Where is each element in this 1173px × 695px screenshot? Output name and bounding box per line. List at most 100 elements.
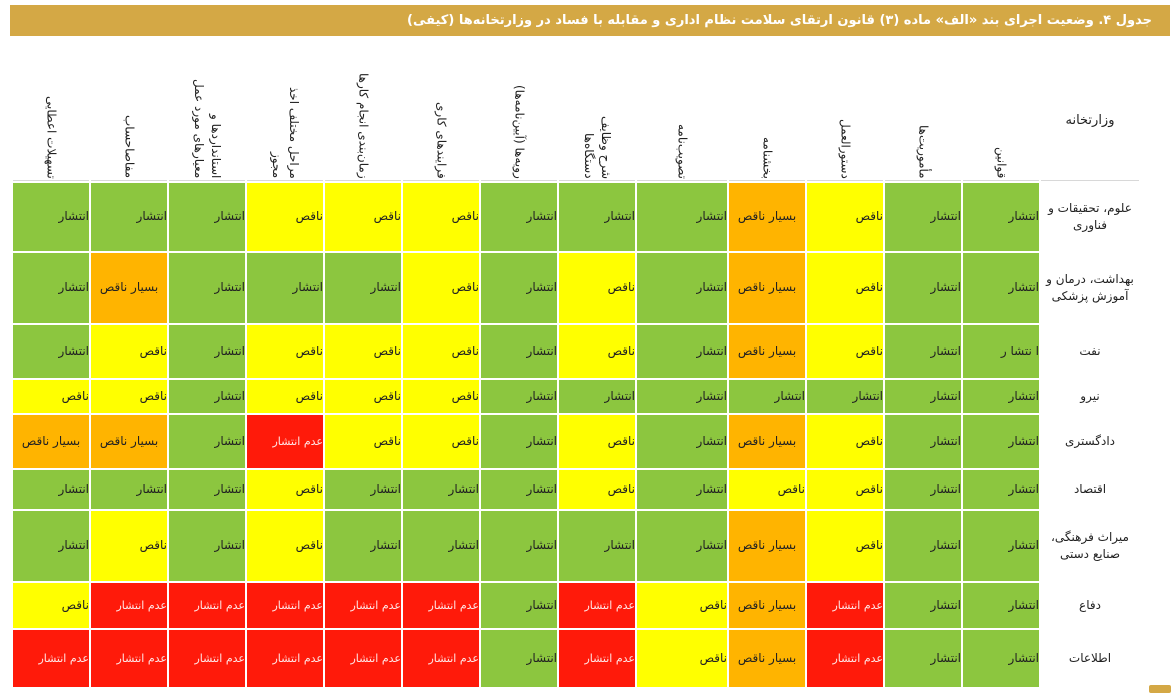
- status-cell: بسیار ناقص: [729, 511, 805, 581]
- status-label: انتشار: [526, 433, 557, 448]
- column-header-label: بخشنامه: [760, 136, 775, 179]
- status-label: انتشار: [214, 343, 245, 358]
- status-label: انتشار: [526, 650, 557, 665]
- column-header-label: شرح وظایف دستگاه‌ها: [582, 115, 613, 179]
- status-label: انتشار: [292, 280, 323, 295]
- status-label: انتشار: [696, 209, 727, 224]
- status-label: انتشار: [526, 538, 557, 553]
- status-label: ناقص: [855, 481, 883, 496]
- column-header: استانداردها و معیارهای مورد عمل: [169, 61, 245, 181]
- status-label: ناقص: [373, 343, 401, 358]
- status-cell: ناقص: [637, 583, 727, 628]
- header-row: وزارتخانه قوانین مأموریت‌ها دستورالعمل بخشن…: [13, 61, 1139, 181]
- page-corner-mark: [1149, 685, 1171, 693]
- status-cell: عدم انتشار: [247, 415, 323, 468]
- column-header: رویه‌ها (آیین‌نامه‌ها): [481, 61, 557, 181]
- status-cell: انتشار: [559, 511, 635, 581]
- status-cell: انتشار: [807, 380, 883, 413]
- status-cell: انتشار: [885, 511, 961, 581]
- ministry-name: اقتصاد: [1041, 470, 1139, 509]
- status-label: عدم انتشار: [272, 651, 323, 665]
- status-label: ناقص: [451, 280, 479, 295]
- status-cell: عدم انتشار: [169, 630, 245, 687]
- status-label: انتشار: [526, 597, 557, 612]
- status-cell: انتشار: [481, 630, 557, 687]
- status-label: انتشار: [1008, 433, 1039, 448]
- status-table: وزارتخانه قوانین مأموریت‌ها دستورالعمل بخشن…: [11, 59, 1141, 689]
- ministry-name: اطلاعات: [1041, 630, 1139, 687]
- status-label: ناقص: [607, 343, 635, 358]
- status-cell: ناقص: [325, 380, 401, 413]
- status-cell: عدم انتشار: [559, 583, 635, 628]
- status-label: عدم انتشار: [38, 651, 89, 665]
- status-label: انتشار: [526, 280, 557, 295]
- status-cell: عدم انتشار: [325, 583, 401, 628]
- status-cell: انتشار: [885, 183, 961, 251]
- status-label: عدم انتشار: [832, 598, 883, 612]
- table-row: اطلاعات انتشار انتشار عدم انتشار بسیار ناقص ن…: [13, 630, 1139, 687]
- status-label: انتشار: [604, 538, 635, 553]
- status-cell: ناقص: [403, 325, 479, 378]
- status-cell: انتشار: [13, 183, 89, 251]
- ministry-name: نفت: [1041, 325, 1139, 378]
- status-cell: ناقص: [403, 253, 479, 323]
- status-cell: ناقص: [91, 325, 167, 378]
- status-cell: ناقص: [325, 415, 401, 468]
- status-label: انتشار: [526, 209, 557, 224]
- status-cell: انتشار: [481, 325, 557, 378]
- status-cell: انتشار: [637, 511, 727, 581]
- status-cell: بسیار ناقص: [91, 415, 167, 468]
- status-label: انتشار: [852, 388, 883, 403]
- table-row: میراث فرهنگی، صنایع دستی انتشار انتشار ناقص…: [13, 511, 1139, 581]
- status-label: انتشار: [1008, 538, 1039, 553]
- status-cell: انتشار: [169, 253, 245, 323]
- status-cell: بسیار ناقص: [729, 630, 805, 687]
- status-label: انتشار: [448, 538, 479, 553]
- status-cell: ناقص: [807, 415, 883, 468]
- status-cell: ناقص: [807, 183, 883, 251]
- status-label: ناقص: [607, 481, 635, 496]
- status-label: بسیار ناقص: [737, 433, 797, 448]
- status-cell: عدم انتشار: [559, 630, 635, 687]
- status-label: عدم انتشار: [350, 651, 401, 665]
- status-label: عدم انتشار: [272, 598, 323, 612]
- table-title: جدول ۴. وضعیت اجرای بند «الف» ماده (۳) ق…: [407, 13, 1152, 28]
- status-cell: عدم انتشار: [807, 630, 883, 687]
- status-cell: انتشار: [481, 253, 557, 323]
- status-label: عدم انتشار: [194, 651, 245, 665]
- status-label: انتشار: [696, 388, 727, 403]
- status-cell: انتشار: [325, 253, 401, 323]
- table-row: نفت ا نتشا ر انتشار ناقص بسیار ناقص انتشار ناق…: [13, 325, 1139, 378]
- column-header: شرح وظایف دستگاه‌ها: [559, 61, 635, 181]
- status-cell: ناقص: [247, 183, 323, 251]
- status-label: ناقص: [139, 343, 167, 358]
- table-row: نیرو انتشار انتشار انتشار انتشار انتشار انتشار…: [13, 380, 1139, 413]
- status-label: ناقص: [855, 433, 883, 448]
- status-label: انتشار: [1008, 650, 1039, 665]
- status-cell: انتشار: [885, 415, 961, 468]
- status-label: انتشار: [58, 209, 89, 224]
- status-label: انتشار: [930, 650, 961, 665]
- status-cell: بسیار ناقص: [13, 415, 89, 468]
- status-cell: انتشار: [885, 470, 961, 509]
- status-label: ناقص: [295, 538, 323, 553]
- column-header-label: تصویب‌نامه: [675, 123, 690, 179]
- status-cell: انتشار: [559, 183, 635, 251]
- status-cell: انتشار: [169, 183, 245, 251]
- status-label: ناقص: [451, 209, 479, 224]
- status-cell: انتشار: [481, 583, 557, 628]
- status-label: ناقص: [855, 343, 883, 358]
- status-label: عدم انتشار: [194, 598, 245, 612]
- status-label: ناقص: [139, 388, 167, 403]
- status-cell: عدم انتشار: [91, 583, 167, 628]
- status-label: انتشار: [1008, 597, 1039, 612]
- status-cell: انتشار: [403, 470, 479, 509]
- status-label: ناقص: [855, 280, 883, 295]
- status-label: عدم انتشار: [116, 651, 167, 665]
- status-label: ناقص: [699, 597, 727, 612]
- status-cell: ناقص: [247, 470, 323, 509]
- status-cell: انتشار: [963, 511, 1039, 581]
- status-label: ناقص: [373, 433, 401, 448]
- status-cell: انتشار: [559, 380, 635, 413]
- status-cell: ناقص: [13, 380, 89, 413]
